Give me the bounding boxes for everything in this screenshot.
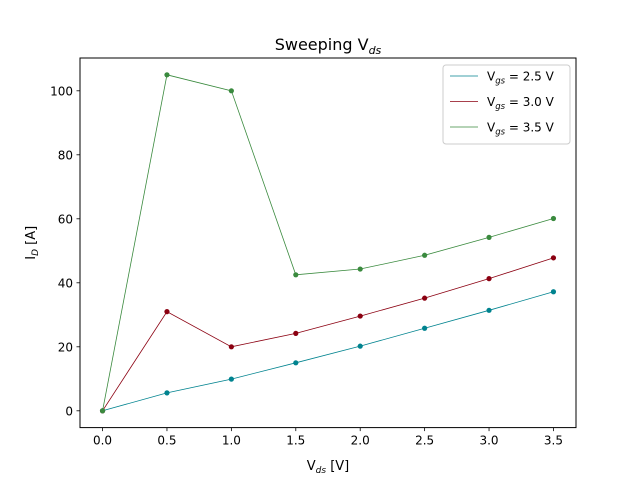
- series-line: [102, 291, 554, 412]
- y-tick-label: 60: [58, 212, 73, 226]
- x-tick-label: 0.5: [157, 434, 176, 448]
- x-tick-label: 2.0: [351, 434, 370, 448]
- y-axis-label: ID [A]: [24, 226, 41, 260]
- x-axis: 0.0 0.5 1.0 1.5 2.0 2.5 3.0 3.5: [93, 427, 563, 448]
- data-point: [550, 215, 557, 222]
- data-point: [293, 330, 299, 336]
- series-3: [99, 72, 557, 414]
- data-point: [422, 295, 428, 301]
- y-tick-label: 40: [58, 276, 73, 290]
- data-point: [486, 307, 492, 313]
- x-tick-label: 3.5: [544, 434, 563, 448]
- data-point: [357, 313, 363, 319]
- chart-title: Sweeping Vds: [275, 35, 382, 57]
- x-tick-label: 2.5: [415, 434, 434, 448]
- data-point: [357, 343, 363, 349]
- data-point: [486, 276, 492, 282]
- data-point: [422, 325, 428, 331]
- data-point: [550, 289, 557, 295]
- x-axis-label: Vds [V]: [307, 459, 349, 476]
- x-tick-label: 3.0: [479, 434, 498, 448]
- series-line: [102, 257, 554, 412]
- legend-label: Vgs = 2.5 V: [487, 70, 555, 87]
- axes-frame: [79, 57, 577, 429]
- legend-frame: [442, 64, 571, 145]
- y-tick-label: 0: [65, 404, 73, 418]
- legend: Vgs = 2.5 V Vgs = 3.0 V Vgs = 3.5 V: [442, 64, 571, 145]
- data-point: [228, 376, 234, 382]
- data-point: [164, 72, 170, 78]
- series-2: [99, 255, 557, 414]
- data-point: [228, 88, 234, 94]
- data-point: [228, 344, 234, 350]
- data-point: [164, 309, 170, 315]
- y-tick-label: 100: [50, 84, 73, 98]
- data-point: [293, 360, 299, 366]
- data-point: [422, 252, 428, 258]
- legend-item: Vgs = 3.5 V: [450, 121, 555, 138]
- data-point: [164, 390, 170, 396]
- y-tick-label: 80: [58, 148, 73, 162]
- y-tick-label: 20: [58, 340, 73, 354]
- x-tick-label: 1.5: [286, 434, 305, 448]
- data-point: [486, 234, 492, 240]
- legend-item: Vgs = 3.0 V: [450, 95, 555, 112]
- legend-label: Vgs = 3.0 V: [487, 95, 555, 112]
- legend-label: Vgs = 3.5 V: [487, 121, 555, 138]
- y-axis: 0 20 40 60 80 100: [50, 84, 80, 418]
- legend-item: Vgs = 2.5 V: [450, 70, 555, 87]
- series-layer: [99, 72, 557, 414]
- data-point: [99, 408, 106, 414]
- data-point: [357, 266, 363, 272]
- x-tick-label: 0.0: [93, 434, 112, 448]
- series-line: [102, 74, 554, 411]
- x-tick-label: 1.0: [222, 434, 241, 448]
- data-point: [550, 255, 557, 261]
- data-point: [293, 272, 299, 278]
